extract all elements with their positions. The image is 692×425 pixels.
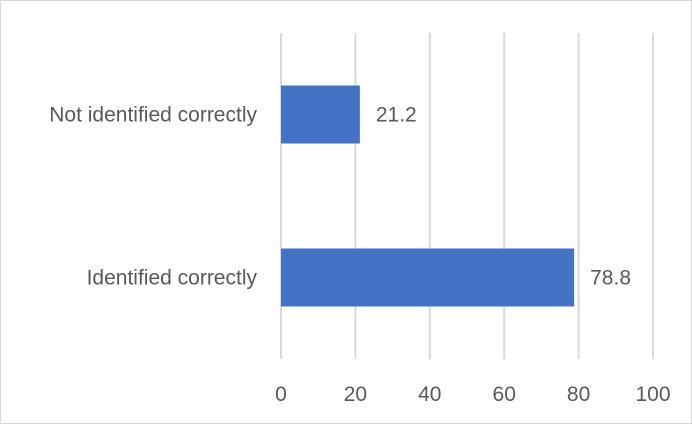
x-tick-label: 20 — [344, 383, 367, 406]
x-tick-label: 100 — [635, 383, 670, 406]
bar — [281, 248, 575, 307]
y-category-label: Not identified correctly — [49, 104, 257, 127]
x-tick-label: 0 — [275, 383, 287, 406]
data-label: 21.2 — [376, 104, 417, 127]
x-tick-label: 40 — [418, 383, 441, 406]
data-label: 78.8 — [590, 267, 631, 290]
bar — [281, 85, 360, 144]
x-tick-label: 80 — [567, 383, 590, 406]
x-tick-label: 60 — [493, 383, 516, 406]
y-category-label: Identified correctly — [87, 267, 258, 290]
